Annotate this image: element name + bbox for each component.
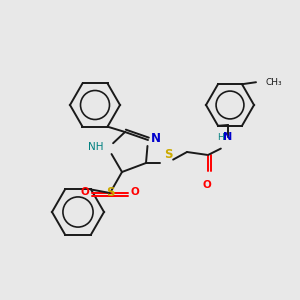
Text: S: S	[106, 187, 114, 200]
Text: O: O	[202, 180, 211, 190]
Text: O: O	[130, 187, 140, 197]
Text: N: N	[151, 131, 161, 145]
Text: S: S	[164, 148, 172, 161]
Text: NH: NH	[88, 142, 104, 152]
Text: H: H	[217, 133, 224, 142]
Text: N: N	[224, 132, 232, 142]
Text: CH₃: CH₃	[265, 78, 282, 87]
Text: O: O	[81, 187, 89, 197]
